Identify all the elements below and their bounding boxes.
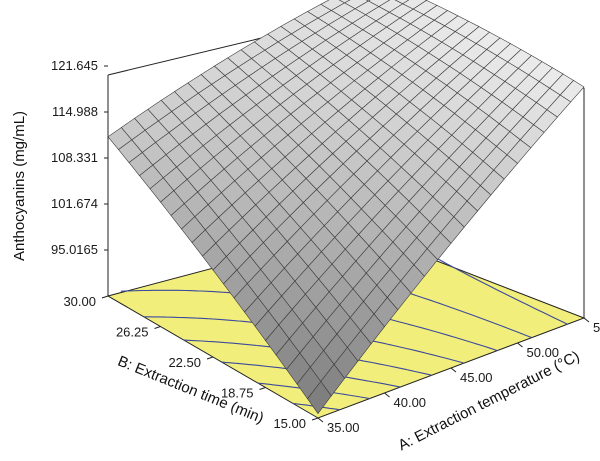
tick-label: 40.00: [394, 395, 427, 410]
tick-mark: [259, 387, 266, 390]
tick-label: 101.674: [51, 196, 98, 211]
tick-mark: [206, 356, 214, 360]
tick-mark: [101, 295, 109, 299]
tick-label: 18.75: [221, 386, 254, 401]
x-axis-ticks: 35.00 40.00 45.00 50.00 55.00: [317, 317, 600, 435]
tick-label: 114.988: [52, 104, 98, 119]
tick-label: 55.00: [593, 320, 600, 335]
tick-label: 22.50: [168, 355, 201, 370]
tick-label: 121.645: [51, 58, 98, 73]
tick-label: 35.00: [327, 420, 360, 435]
surface-cell: [307, 380, 332, 415]
tick-label: 50.00: [527, 345, 560, 360]
tick-label: 30.00: [63, 294, 96, 309]
tick-mark: [317, 417, 324, 423]
tick-label: 15.00: [273, 416, 306, 431]
tick-mark: [450, 367, 457, 373]
y-axis-ticks: 15.00 18.75 22.50 26.25 30.00: [63, 294, 319, 431]
tick-mark: [311, 417, 319, 421]
tick-label: 45.00: [460, 370, 493, 385]
tick-mark: [583, 317, 590, 323]
tick-mark: [517, 342, 523, 348]
tick-mark: [384, 392, 390, 398]
tick-label: 95.0165: [51, 242, 98, 257]
z-axis-label: Anthocyanins (mg/mL): [11, 111, 28, 261]
z-axis-ticks: 95.0165 101.674 108.331 114.988 121.645: [51, 58, 108, 257]
response-surface: [107, 0, 585, 415]
tick-label: 108.331: [51, 150, 98, 165]
tick-label: 26.25: [116, 325, 149, 340]
surface-cell: [338, 0, 351, 4]
tick-mark: [154, 326, 161, 329]
